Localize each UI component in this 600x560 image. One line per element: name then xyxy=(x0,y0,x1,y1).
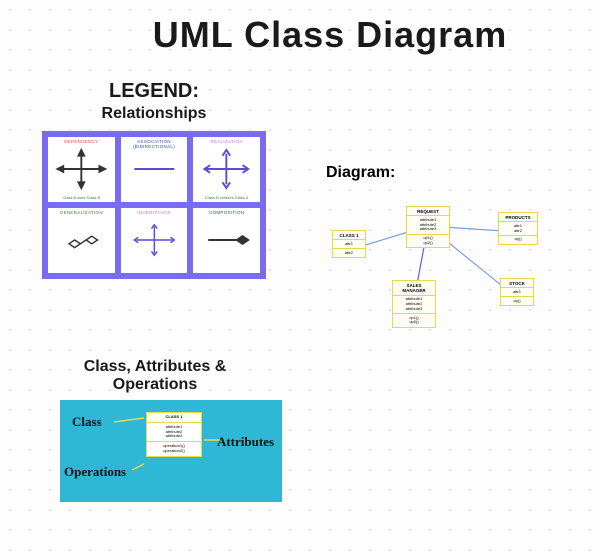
legend-cell: DEPENDENCY Class A uses Class B xyxy=(48,137,115,202)
diagram-canvas: CLASS 1attr1attr2 REQUESTattribute1 attri… xyxy=(320,188,568,338)
legend-cell: INHERITANCE xyxy=(121,208,188,273)
cao-heading: Class, Attributes & Operations xyxy=(60,358,250,394)
cao-box: Class Attributes Operations CLASS 1attri… xyxy=(60,400,282,502)
cao-connectors xyxy=(60,400,282,502)
legend-subheading: Relationships xyxy=(42,105,266,123)
legend-cell: ASSOCIATION (BIDIRECTIONAL) xyxy=(121,137,188,202)
diagram-heading: Diagram: xyxy=(326,164,568,182)
legend-cell: REALIZATION Class B realizes Class A xyxy=(193,137,260,202)
legend-heading: LEGEND: xyxy=(42,80,266,103)
legend-cell: GENERALIZATION xyxy=(48,208,115,273)
legend-section: LEGEND: Relationships DEPENDENCY Class A… xyxy=(42,80,266,279)
diagram-node-products: PRODUCTSattr1 attr2op() xyxy=(498,212,538,245)
page-title: UML Class Diagram xyxy=(0,0,600,56)
diagram-node-request: REQUESTattribute1 attribute2 attribute3o… xyxy=(406,206,450,248)
legend-cell: COMPOSITION xyxy=(193,208,260,273)
cao-section: Class, Attributes & Operations Class Att… xyxy=(60,358,282,502)
diagram-node-class1: CLASS 1attr1attr2 xyxy=(332,230,366,258)
diagram-section: Diagram: CLASS 1attr1attr2 REQUESTattribu… xyxy=(320,164,568,338)
diagram-node-sales: SALES MANAGERattribute1 attribute2 attri… xyxy=(392,280,436,328)
diagram-node-stock: STOCKattr1op() xyxy=(500,278,534,306)
legend-grid: DEPENDENCY Class A uses Class BASSOCIATI… xyxy=(42,131,266,279)
